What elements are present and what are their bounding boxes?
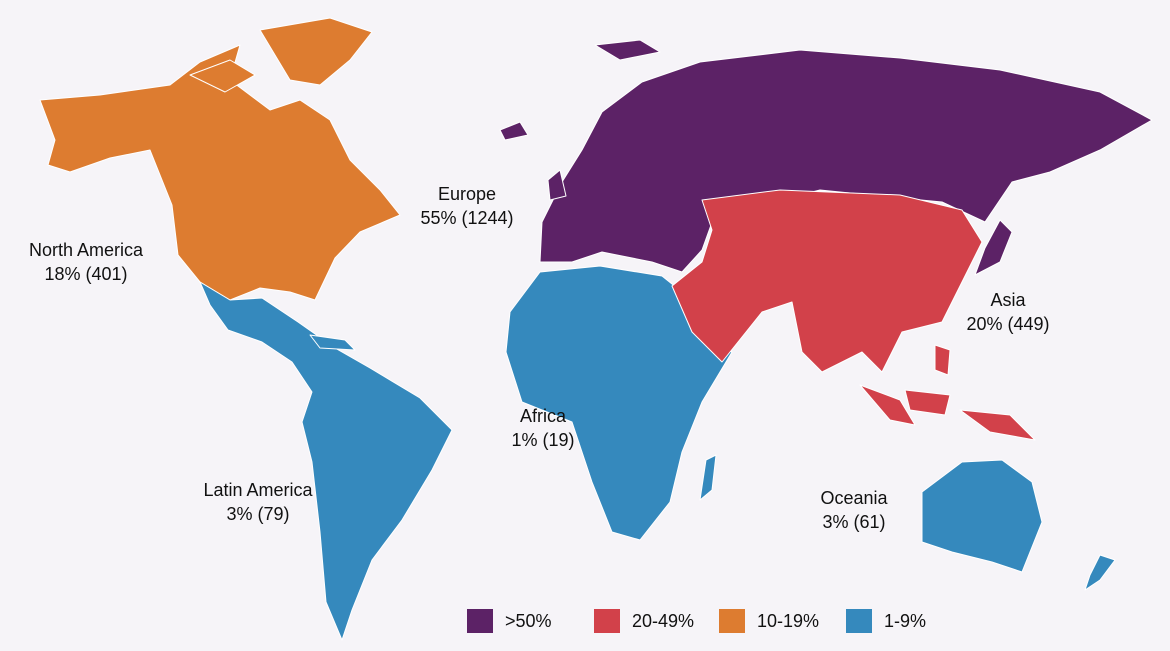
region-name: Europe <box>438 184 496 204</box>
region-stat: 1% (19) <box>511 430 574 450</box>
region-stat: 55% (1244) <box>420 208 513 228</box>
legend: >50% 20-49% 10-19% 1-9% <box>467 609 926 633</box>
legend-label: 20-49% <box>632 611 694 631</box>
region-label: Africa 1% (19) <box>511 406 574 450</box>
legend-swatch <box>846 609 872 633</box>
legend-label: >50% <box>505 611 552 631</box>
oceania-shape <box>921 459 1116 591</box>
europe-shape <box>499 39 1153 276</box>
region-stat: 18% (401) <box>44 264 127 284</box>
asia-shape <box>671 189 1036 441</box>
legend-label: 1-9% <box>884 611 926 631</box>
region-label: Asia 20% (449) <box>966 290 1049 334</box>
region-name: Oceania <box>820 488 888 508</box>
region-label: Europe 55% (1244) <box>420 184 513 228</box>
legend-label: 10-19% <box>757 611 819 631</box>
latin-america-shape <box>199 281 453 641</box>
region-label: Latin America 3% (79) <box>203 480 313 524</box>
north-america-shape <box>39 17 401 301</box>
region-name: Latin America <box>203 480 313 500</box>
region-stat: 3% (79) <box>226 504 289 524</box>
region-label: Oceania 3% (61) <box>820 488 888 532</box>
region-stat: 3% (61) <box>822 512 885 532</box>
africa-shape <box>505 265 733 541</box>
region-name: Asia <box>990 290 1026 310</box>
legend-swatch <box>467 609 493 633</box>
region-label: North America 18% (401) <box>29 240 144 284</box>
region-stat: 20% (449) <box>966 314 1049 334</box>
region-name: North America <box>29 240 144 260</box>
legend-swatch <box>719 609 745 633</box>
region-name: Africa <box>520 406 567 426</box>
legend-swatch <box>594 609 620 633</box>
